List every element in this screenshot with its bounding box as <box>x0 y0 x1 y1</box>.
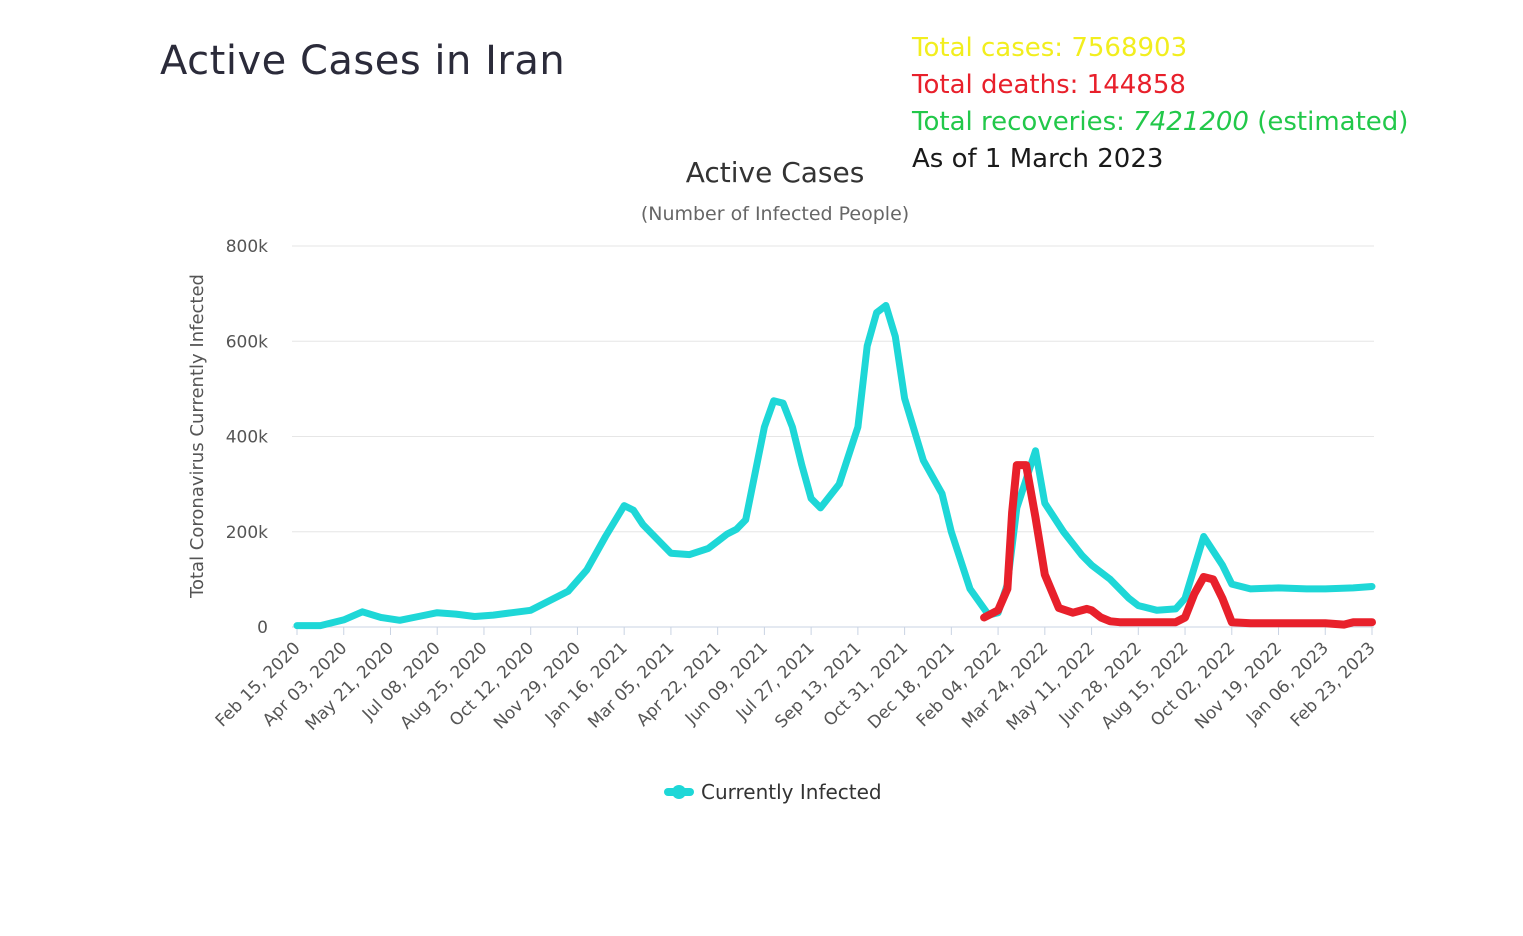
stats-panel: Total cases: 7568903 Total deaths: 14485… <box>912 30 1408 178</box>
y-tick-label: 0 <box>257 618 268 638</box>
chart-title: Active Cases <box>686 156 865 189</box>
total-recoveries-text: Total recoveries: 7421200 (estimated) <box>912 104 1408 141</box>
annotation-overlay-line <box>980 461 1376 629</box>
chart-subtitle: (Number of Infected People) <box>641 203 909 225</box>
y-tick-label: 600k <box>226 332 268 352</box>
legend[interactable]: Currently Infected <box>664 780 882 804</box>
y-tick-label: 800k <box>226 237 268 257</box>
total-deaths-text: Total deaths: 144858 <box>912 70 1186 100</box>
as-of-date: As of 1 March 2023 <box>912 144 1164 174</box>
gridlines <box>292 245 1374 628</box>
total-cases-text: Total cases: 7568903 <box>912 33 1188 63</box>
legend-label: Currently Infected <box>701 780 882 804</box>
y-axis-ticks: 0 200k 400k 600k 800k <box>226 237 268 638</box>
y-tick-label: 200k <box>226 523 268 543</box>
series-lines <box>293 302 1376 630</box>
legend-marker <box>672 785 686 799</box>
recoveries-prefix: Total recoveries: <box>912 107 1134 137</box>
x-tick-label: Feb 23, 2023 <box>1287 638 1380 731</box>
recoveries-value: 7421200 <box>1133 107 1249 137</box>
y-axis-label: Total Coronavirus Currently Infected <box>187 274 208 599</box>
page-title: Active Cases in Iran <box>160 38 566 84</box>
y-tick-label: 400k <box>226 428 268 448</box>
recoveries-suffix: (estimated) <box>1248 107 1409 137</box>
currently-infected-line <box>293 302 1376 630</box>
